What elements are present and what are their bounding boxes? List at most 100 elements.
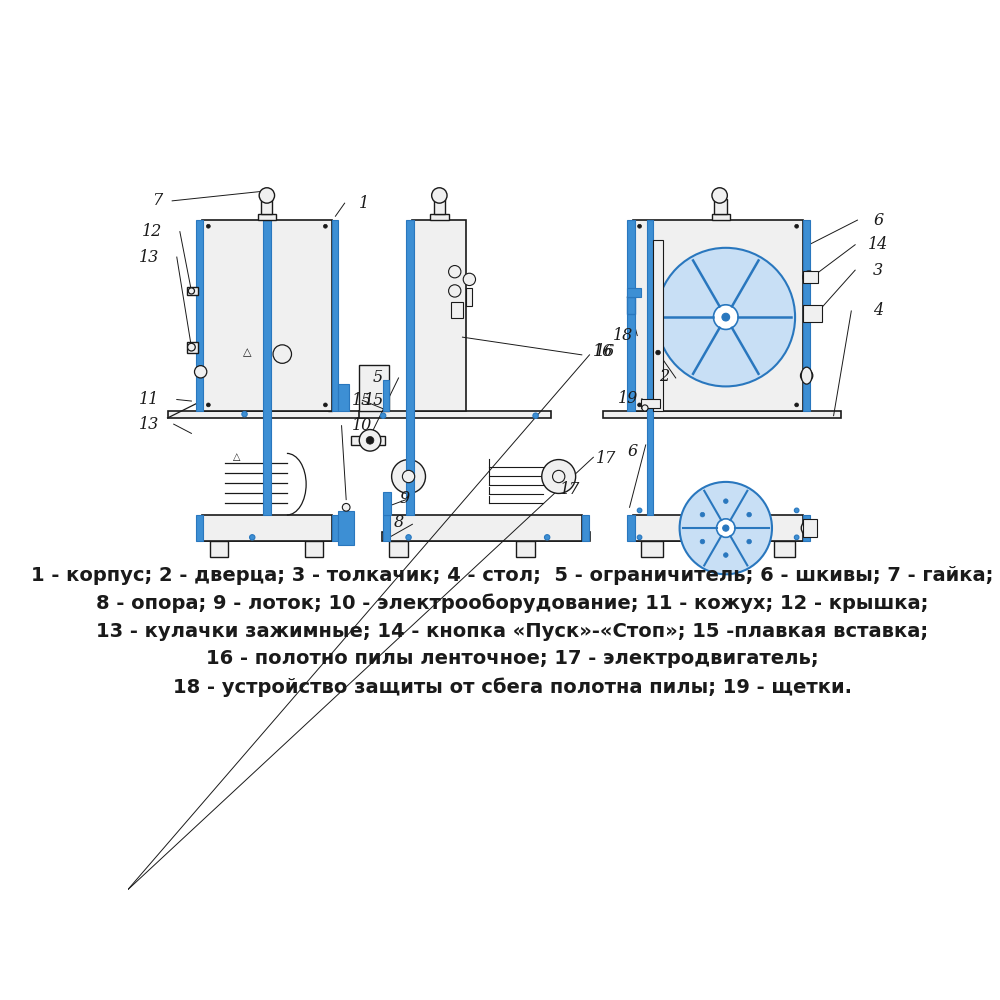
Circle shape — [717, 519, 735, 537]
Circle shape — [553, 470, 565, 483]
Text: 9: 9 — [400, 490, 410, 507]
Text: 14: 14 — [868, 236, 888, 253]
Bar — [412, 220, 466, 411]
Text: 16: 16 — [595, 342, 615, 360]
Circle shape — [380, 413, 386, 418]
Text: 5: 5 — [373, 369, 383, 386]
Circle shape — [638, 403, 641, 407]
Circle shape — [206, 403, 210, 407]
Bar — [516, 541, 535, 557]
Text: 2: 2 — [659, 368, 669, 385]
Bar — [383, 380, 389, 411]
Bar — [627, 288, 641, 297]
Circle shape — [700, 512, 705, 517]
Circle shape — [323, 403, 327, 407]
Circle shape — [794, 508, 799, 513]
Bar — [305, 541, 323, 557]
Bar — [641, 399, 660, 408]
Bar — [263, 220, 271, 515]
Circle shape — [259, 188, 275, 203]
Circle shape — [432, 188, 447, 203]
Bar — [430, 214, 449, 220]
Text: 19: 19 — [618, 390, 638, 407]
Text: 11: 11 — [139, 391, 159, 408]
Bar — [210, 541, 228, 557]
Circle shape — [723, 553, 728, 557]
Bar — [633, 515, 803, 541]
Circle shape — [366, 436, 374, 444]
Circle shape — [392, 460, 425, 493]
Text: 12: 12 — [142, 223, 162, 240]
Circle shape — [795, 403, 799, 407]
Bar — [406, 220, 414, 515]
Bar — [187, 342, 198, 353]
Text: 15: 15 — [364, 392, 384, 409]
Circle shape — [273, 345, 292, 363]
Circle shape — [795, 224, 799, 228]
Bar — [261, 199, 272, 214]
Circle shape — [637, 535, 642, 540]
Circle shape — [342, 503, 350, 511]
Circle shape — [804, 306, 820, 322]
Bar — [196, 220, 203, 411]
Circle shape — [250, 535, 255, 540]
Circle shape — [700, 539, 705, 544]
Circle shape — [712, 188, 727, 203]
Text: 18 - устройство защиты от сбега полотна пилы; 19 - щетки.: 18 - устройство защиты от сбега полотна … — [173, 677, 852, 697]
Circle shape — [656, 248, 795, 386]
Circle shape — [406, 535, 411, 540]
Bar — [647, 220, 653, 515]
Circle shape — [206, 224, 210, 228]
Text: 13: 13 — [139, 416, 159, 433]
Bar — [351, 436, 385, 445]
Bar — [627, 515, 635, 541]
Bar — [187, 287, 198, 295]
Bar — [803, 271, 818, 283]
Bar — [434, 199, 445, 214]
Bar — [358, 365, 389, 411]
Text: 7: 7 — [152, 192, 162, 209]
Text: 6: 6 — [628, 443, 638, 460]
Bar — [168, 411, 366, 418]
Text: △: △ — [233, 452, 241, 462]
Circle shape — [542, 460, 576, 493]
Text: 8 - опора; 9 - лоток; 10 - электрооборудование; 11 - кожух; 12 - крышка;: 8 - опора; 9 - лоток; 10 - электрооборуд… — [96, 594, 929, 613]
Circle shape — [680, 482, 772, 574]
Bar — [803, 305, 822, 322]
Text: 16: 16 — [592, 342, 613, 360]
Bar — [332, 515, 338, 541]
Text: 13: 13 — [139, 249, 159, 266]
Bar — [332, 220, 338, 411]
Circle shape — [359, 430, 381, 451]
Bar — [382, 532, 590, 541]
Text: 1 - корпус; 2 - дверца; 3 - толкачик; 4 - стол;  5 - ограничитель; 6 - шкивы; 7 : 1 - корпус; 2 - дверца; 3 - толкачик; 4 … — [31, 566, 994, 585]
Circle shape — [803, 271, 815, 283]
Bar — [714, 199, 727, 214]
Circle shape — [747, 512, 751, 517]
Circle shape — [747, 539, 751, 544]
Bar — [358, 411, 551, 418]
Circle shape — [638, 224, 641, 228]
Bar — [198, 532, 335, 541]
Text: 15: 15 — [352, 392, 372, 409]
Circle shape — [194, 366, 207, 378]
Bar — [338, 384, 349, 411]
Bar — [383, 492, 391, 515]
Circle shape — [242, 411, 247, 417]
Bar — [258, 214, 276, 220]
Bar — [338, 511, 354, 545]
Bar — [389, 515, 582, 541]
Circle shape — [533, 413, 538, 418]
Circle shape — [800, 369, 813, 382]
Text: 6: 6 — [873, 212, 883, 229]
Bar — [328, 380, 332, 411]
Ellipse shape — [801, 367, 812, 384]
Bar — [803, 519, 817, 537]
Bar — [202, 515, 332, 541]
Circle shape — [642, 405, 648, 411]
Circle shape — [449, 285, 461, 297]
Text: 18: 18 — [612, 327, 633, 344]
Circle shape — [801, 520, 817, 536]
Text: 17: 17 — [560, 481, 580, 498]
Circle shape — [463, 273, 476, 286]
